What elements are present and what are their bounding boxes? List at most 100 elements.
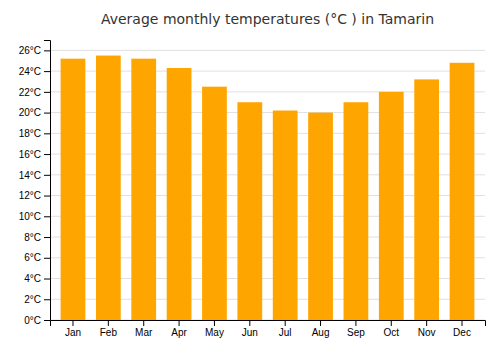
x-tick-label: Dec (453, 327, 471, 338)
y-tick-mark (44, 216, 50, 217)
x-tick: Jun (242, 320, 258, 338)
x-tick: Jul (279, 320, 292, 338)
x-tick-label: Jun (242, 327, 258, 338)
x-tick-mark (72, 320, 73, 326)
grid-line (50, 50, 485, 51)
bar (344, 102, 369, 320)
x-tick-mark (285, 320, 286, 326)
y-tick-mark (44, 196, 50, 197)
x-tick-mark (355, 320, 356, 326)
grid (50, 50, 485, 320)
y-tick-label: 10°C (19, 211, 41, 222)
y-tick: 22°C (19, 87, 50, 98)
y-tick-mark (44, 258, 50, 259)
chart: Jan Feb Mar Apr May Jun Jul Aug Sep Oct Nov Dec 0°C 2… (0, 0, 500, 350)
bar (308, 113, 333, 320)
y-tick: 10°C (19, 211, 50, 222)
bar (237, 102, 262, 320)
x-tick-mark (249, 320, 250, 326)
x-tick-mark (108, 320, 109, 326)
y-tick-label: 16°C (19, 149, 41, 160)
bar (414, 79, 439, 320)
x-tick-label: Apr (171, 327, 187, 338)
x-tick-mark (391, 320, 392, 326)
y-tick-label: 20°C (19, 107, 41, 118)
x-tick-label: Aug (312, 327, 330, 338)
x-tick: Oct (383, 320, 399, 338)
y-tick-mark (44, 71, 50, 72)
y-axis: 0°C 2°C 4°C 6°C 8°C 10°C 12°C 14°C 16°C 18°C 20°C 2… (19, 41, 51, 326)
x-tick-mark (462, 320, 463, 326)
y-tick-mark (44, 299, 50, 300)
y-tick-mark (44, 279, 50, 280)
y-tick-label: 4°C (24, 273, 41, 284)
y-tick-mark (44, 237, 50, 238)
y-tick-label: 6°C (24, 252, 41, 263)
bar (167, 68, 192, 320)
y-tick-label: 18°C (19, 128, 41, 139)
y-tick: 4°C (24, 273, 50, 284)
y-tick: 0°C (24, 315, 50, 326)
y-tick-mark (44, 50, 50, 51)
y-axis-line (44, 41, 51, 321)
bars (61, 56, 475, 320)
y-tick-mark (44, 320, 50, 321)
y-tick-label: 26°C (19, 45, 41, 56)
x-tick-label: Nov (418, 327, 436, 338)
y-tick-label: 0°C (24, 315, 41, 326)
x-tick: Apr (171, 320, 187, 338)
y-tick: 20°C (19, 107, 50, 118)
y-tick: 8°C (24, 232, 50, 243)
x-tick-label: Feb (100, 327, 118, 338)
x-axis-line (51, 321, 486, 327)
y-tick: 16°C (19, 149, 50, 160)
x-tick-mark (214, 320, 215, 326)
y-tick-label: 12°C (19, 190, 41, 201)
y-tick-label: 8°C (24, 232, 41, 243)
y-tick-mark (44, 175, 50, 176)
y-tick-mark (44, 133, 50, 134)
y-tick-mark (44, 154, 50, 155)
title: Average monthly temperatures (°C ) in Ta… (101, 11, 434, 27)
x-tick: Sep (347, 320, 365, 338)
x-tick: Aug (312, 320, 330, 338)
x-tick-label: Jul (279, 327, 292, 338)
y-tick: 18°C (19, 128, 50, 139)
x-tick-label: May (205, 327, 224, 338)
y-tick-mark (44, 92, 50, 93)
x-tick: Jan (65, 320, 81, 338)
bar (61, 59, 86, 320)
x-tick: Dec (453, 320, 471, 338)
x-tick: Mar (135, 320, 153, 338)
x-tick-mark (320, 320, 321, 326)
y-tick-label: 22°C (19, 87, 41, 98)
y-tick: 12°C (19, 190, 50, 201)
x-tick: Nov (418, 320, 436, 338)
x-tick-label: Mar (135, 327, 153, 338)
x-tick-mark (179, 320, 180, 326)
bar (450, 63, 475, 320)
x-tick-mark (143, 320, 144, 326)
y-tick: 24°C (19, 66, 50, 77)
x-tick-label: Jan (65, 327, 81, 338)
plot: Jan Feb Mar Apr May Jun Jul Aug Sep Oct Nov Dec 0°C 2… (19, 41, 486, 339)
bar (96, 56, 121, 320)
x-tick: Feb (100, 320, 118, 338)
y-tick: 6°C (24, 252, 50, 263)
y-tick: 14°C (19, 170, 50, 181)
bar (379, 92, 404, 320)
bar (273, 111, 298, 320)
y-tick-label: 14°C (19, 170, 41, 181)
x-tick-mark (426, 320, 427, 326)
x-axis: Jan Feb Mar Apr May Jun Jul Aug Sep Oct Nov Dec (51, 320, 486, 338)
bar (131, 59, 156, 320)
y-tick-label: 2°C (24, 294, 41, 305)
x-tick-label: Sep (347, 327, 365, 338)
y-tick: 2°C (24, 294, 50, 305)
bar (202, 87, 227, 320)
y-tick-label: 24°C (19, 66, 41, 77)
y-tick-mark (44, 113, 50, 114)
x-tick: May (205, 320, 224, 338)
x-tick-label: Oct (383, 327, 399, 338)
y-tick: 26°C (19, 45, 50, 56)
